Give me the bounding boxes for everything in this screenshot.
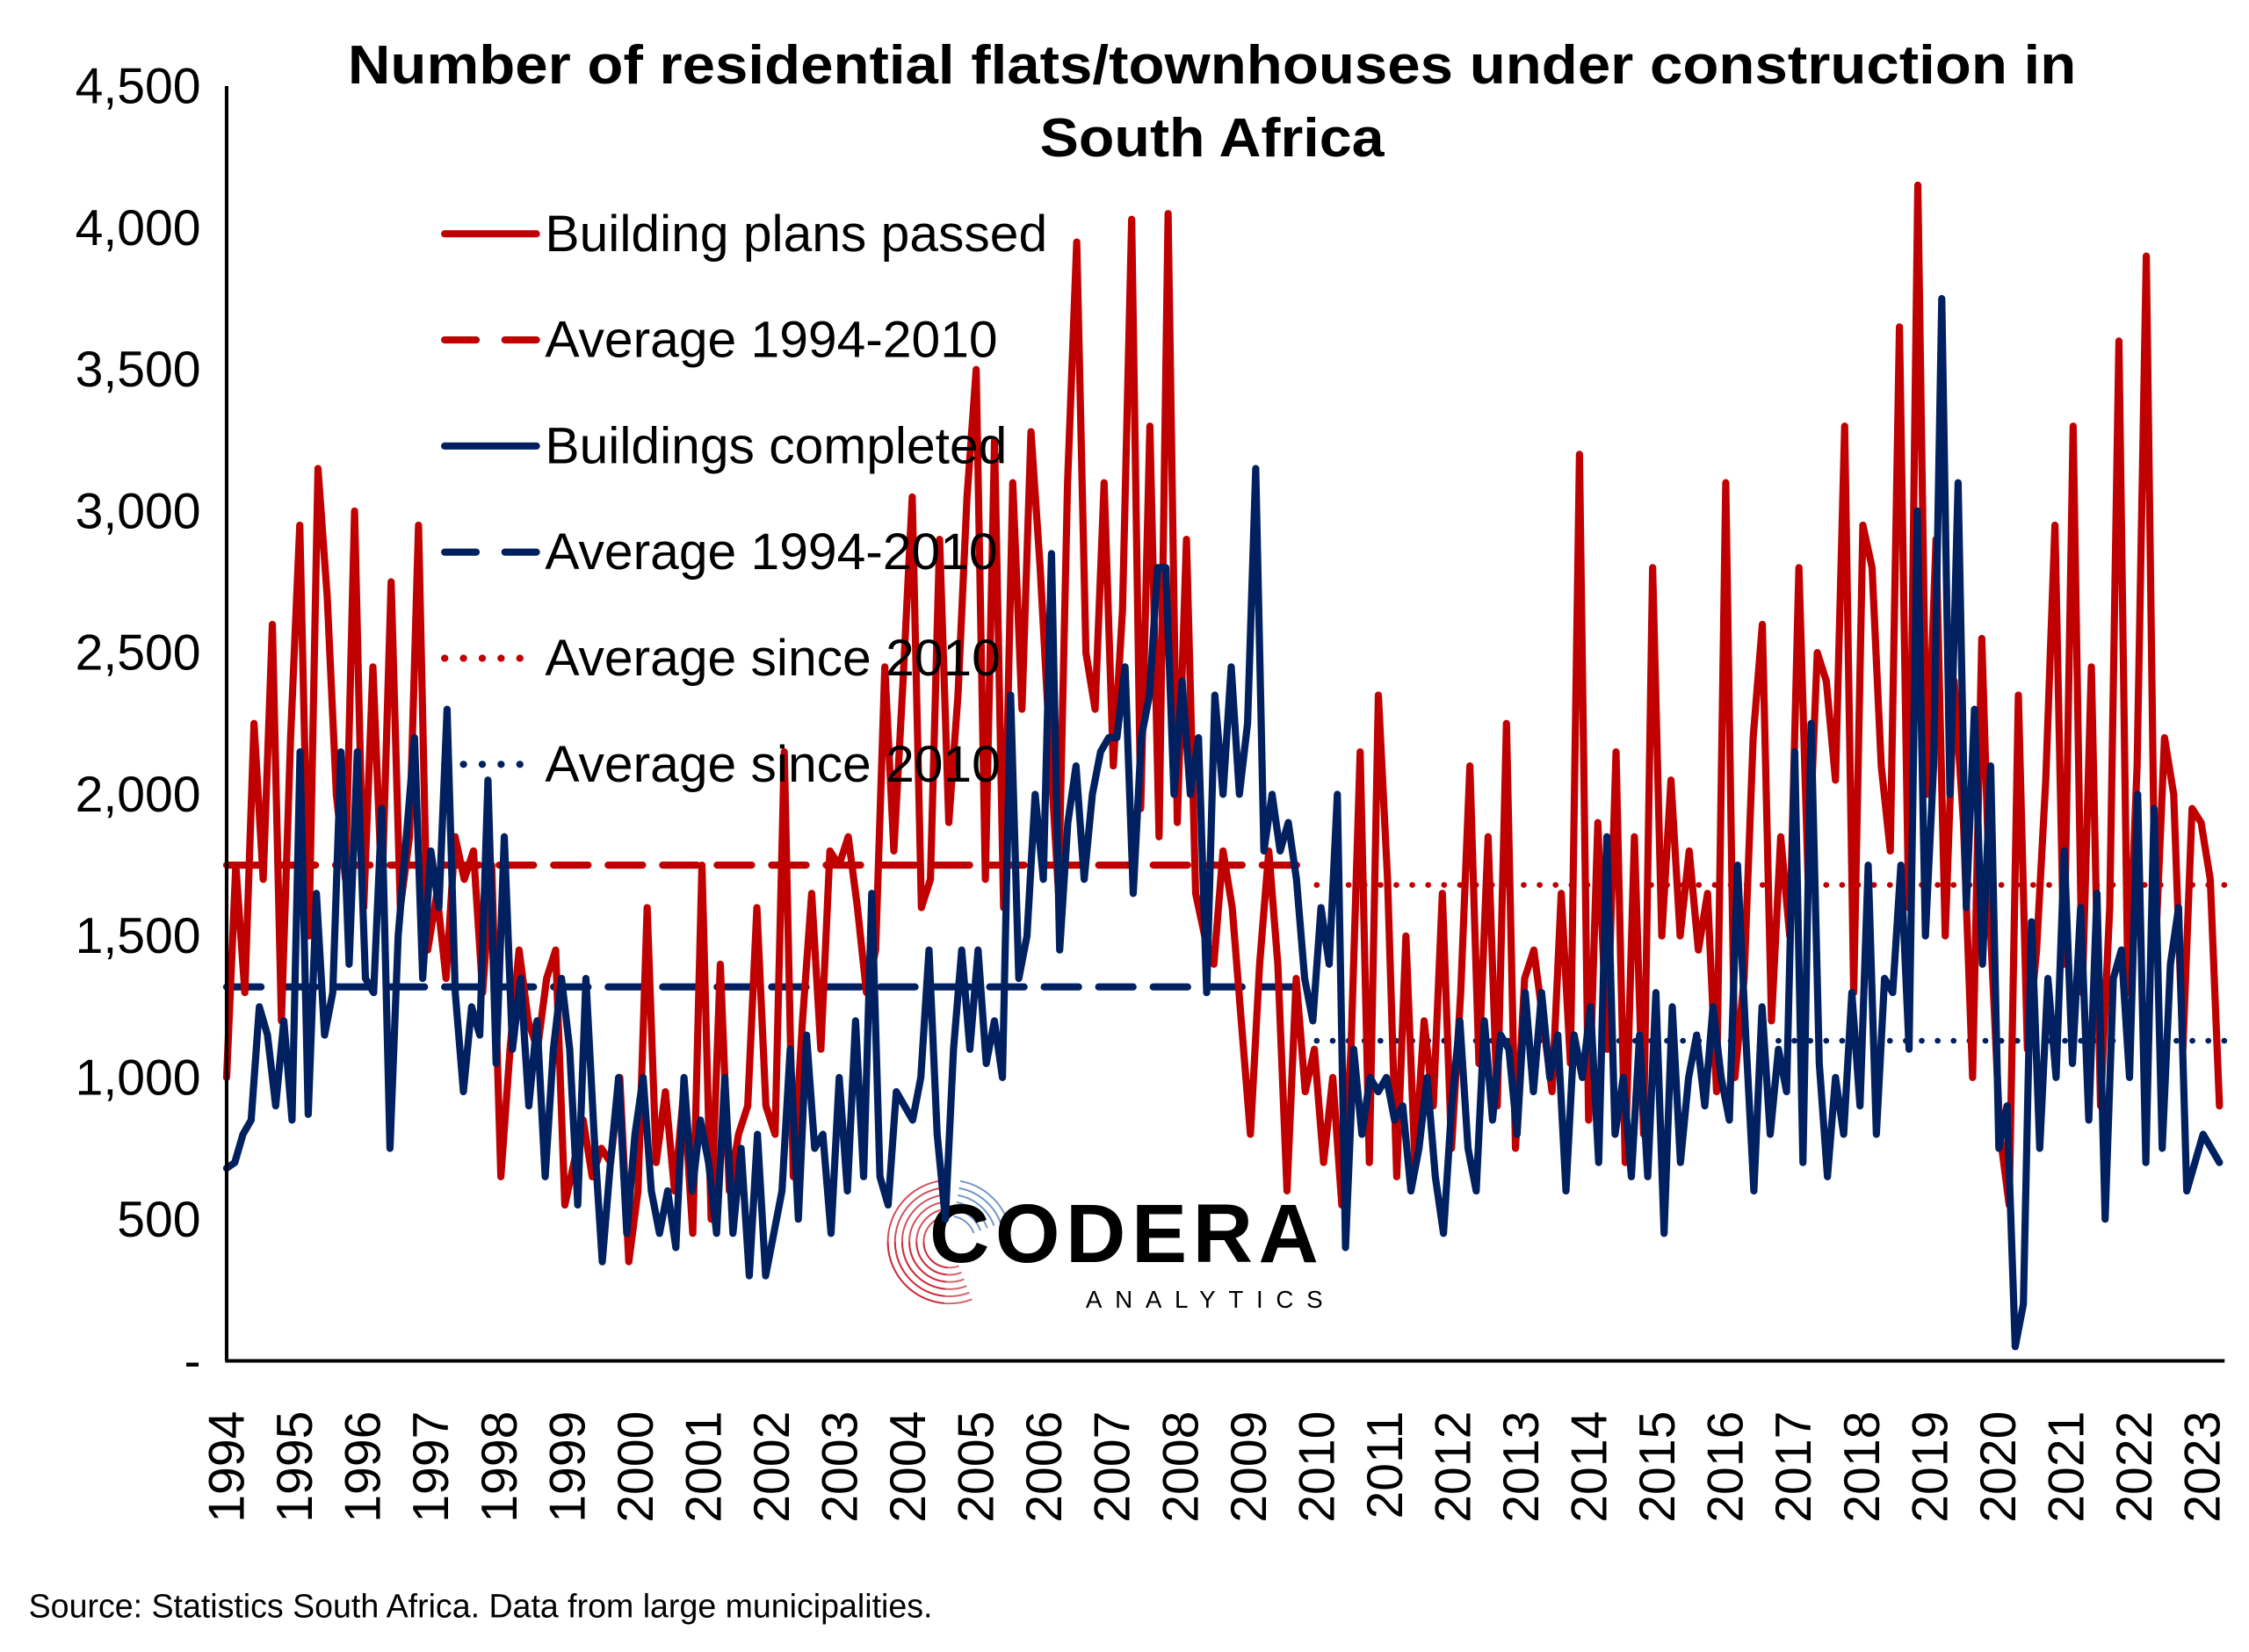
x-tick-label: 2018 [1834, 1411, 1891, 1523]
logo-arc [958, 1187, 1002, 1224]
logo-arc [959, 1179, 1009, 1222]
legend: Building plans passed Average 1994-2010 Bu… [441, 206, 1047, 793]
series-layer [222, 181, 2229, 1351]
x-tick-label: 2005 [949, 1411, 1005, 1523]
legend-label: Building plans passed [545, 206, 1047, 263]
x-tick-label: 2016 [1698, 1411, 1754, 1523]
logo-arc [958, 1194, 995, 1226]
legend-item: Average 1994-2010 [441, 523, 998, 581]
legend-label: Average 1994-2010 [545, 523, 997, 581]
chart-title-line-2: South Africa [1040, 108, 1385, 169]
legend-item: Average since 2010 [441, 630, 1001, 687]
y-tick-label: 4,000 [76, 200, 201, 256]
series-line-building-plans-passed-solid [222, 181, 2224, 1266]
x-tick-label: 2001 [676, 1411, 732, 1523]
y-tick-label: - [184, 1333, 201, 1389]
y-tick-label: 3,000 [76, 483, 201, 539]
legend-label: Average since 2010 [545, 630, 1000, 687]
logo-arc [955, 1208, 982, 1231]
y-tick-label: 3,500 [76, 342, 201, 398]
logo-arc [908, 1241, 965, 1283]
y-tick-label: 500 [117, 1192, 200, 1248]
x-tick-label: 2013 [1493, 1411, 1550, 1523]
x-tick-label: 2019 [1902, 1411, 1958, 1523]
x-tick-label: 2014 [1562, 1411, 1618, 1523]
codera-logo: CODERA ANALYTICS [886, 1179, 1335, 1313]
logo-arc [893, 1241, 970, 1297]
y-tick-label: 4,500 [76, 59, 201, 115]
x-tick-label: 2000 [608, 1411, 664, 1523]
legend-item: Average since 2010 [441, 736, 1001, 793]
logo-arc [900, 1241, 967, 1290]
logo-arc [915, 1241, 962, 1276]
x-tick-label: 1995 [267, 1411, 323, 1523]
x-tick-label: 2020 [1971, 1411, 2027, 1523]
x-tick-label: 2023 [2175, 1411, 2231, 1523]
y-tick-label: 2,000 [76, 767, 201, 823]
legend-label: Average since 2010 [545, 736, 1000, 793]
logo-arc [956, 1201, 988, 1229]
x-tick-label: 2009 [1221, 1411, 1277, 1523]
x-tick-label: 2006 [1016, 1411, 1073, 1523]
logo-text: CODERA [929, 1187, 1325, 1280]
x-tick-label: 2010 [1289, 1411, 1345, 1523]
y-tick-label: 2,500 [76, 625, 201, 682]
x-tick-labels: 1994 1995 1996 1997 1998 1999 2000 2001 2002 2003… [199, 1411, 2231, 1523]
legend-item: Buildings completed [441, 417, 1007, 474]
legend-label: Average 1994-2010 [545, 312, 997, 369]
x-tick-label: 2003 [813, 1411, 869, 1523]
x-tick-label: 2022 [2107, 1411, 2163, 1523]
logo-circuit-icon [886, 1179, 1009, 1305]
source-note: Source: Statistics South Africa. Data fr… [29, 1588, 933, 1625]
x-tick-label: 2004 [880, 1411, 936, 1523]
y-tick-label: 1,000 [76, 1050, 201, 1107]
legend-item: Average 1994-2010 [441, 312, 998, 369]
chart-title-line-1: Number of residential flats/townhouses u… [348, 35, 2076, 96]
y-tick-labels: - 500 1,000 1,500 2,000 2,500 3,000 3,500 4,000 4… [76, 59, 201, 1389]
x-tick-label: 1996 [336, 1411, 392, 1523]
x-tick-label: 2015 [1630, 1411, 1686, 1523]
logo-arc [922, 1241, 959, 1269]
x-tick-label: 2021 [2038, 1411, 2094, 1523]
y-tick-label: 1,500 [76, 908, 201, 964]
x-tick-label: 2007 [1085, 1411, 1141, 1523]
x-tick-label: 2011 [1357, 1411, 1414, 1519]
legend-label: Buildings completed [545, 417, 1007, 474]
x-tick-label: 1997 [403, 1411, 459, 1523]
logo-arc [953, 1216, 975, 1234]
x-tick-label: 2008 [1153, 1411, 1209, 1523]
logo-arc [886, 1241, 973, 1305]
series-line-buildings-completed-solid [222, 294, 2224, 1351]
x-tick-label: 1999 [539, 1411, 596, 1523]
x-tick-label: 1998 [472, 1411, 528, 1523]
x-tick-label: 1994 [199, 1411, 256, 1523]
x-tick-label: 2017 [1766, 1411, 1822, 1523]
x-tick-label: 2002 [744, 1411, 800, 1523]
logo-subtext: ANALYTICS [1086, 1286, 1335, 1313]
legend-item: Building plans passed [441, 206, 1047, 263]
x-tick-label: 2012 [1425, 1411, 1481, 1523]
